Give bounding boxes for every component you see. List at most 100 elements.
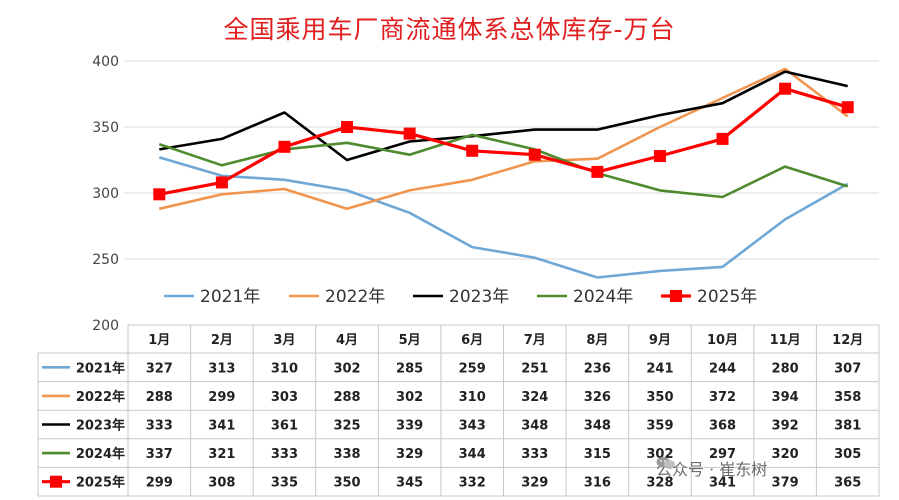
series-line-2024年 xyxy=(158,133,849,199)
legend-label: 2025年 xyxy=(697,287,757,307)
data-point-marker xyxy=(341,121,354,133)
table-cell: 303 xyxy=(271,390,298,405)
table-cell: 310 xyxy=(271,361,298,376)
series-line-2023年 xyxy=(159,70,848,162)
table-cell: 329 xyxy=(396,447,423,462)
table-cell: 392 xyxy=(772,419,799,434)
table-cell: 379 xyxy=(772,476,799,491)
table-cell: 344 xyxy=(459,447,486,462)
data-point-marker xyxy=(466,144,479,157)
table-cell: 307 xyxy=(834,361,861,376)
table-cell: 259 xyxy=(459,361,486,376)
table-cell: 241 xyxy=(646,361,673,376)
watermark: 公众号 · 崔东树 xyxy=(656,456,767,480)
table-cell: 297 xyxy=(709,447,736,462)
table-cell: 343 xyxy=(459,419,486,434)
series-line-2021年 xyxy=(158,156,849,279)
y-tick-label: 300 xyxy=(92,186,119,202)
table-cell: 321 xyxy=(208,447,235,462)
table-cell: 333 xyxy=(521,447,548,462)
table-cell: 244 xyxy=(709,361,736,376)
table-cell: 328 xyxy=(646,476,673,491)
gridlines xyxy=(124,60,879,260)
table-header-cell: 10月 xyxy=(707,333,738,348)
table-cell: 320 xyxy=(772,447,799,462)
wechat-icon xyxy=(656,456,675,469)
table-cell: 302 xyxy=(333,361,360,376)
table-cell: 333 xyxy=(271,447,298,462)
y-tick-label: 250 xyxy=(92,252,119,268)
data-table: 1月 2月 3月 4月 5月 6月 7月 8月 9月 10月 11月 12月 2021年 327 313 31… xyxy=(37,324,880,497)
data-point-marker xyxy=(403,127,416,140)
table-cell: 305 xyxy=(834,447,861,462)
table-cell: 365 xyxy=(834,476,861,491)
legend: 2021年 2022年 2023年 2024年 2025年 xyxy=(164,287,757,307)
table-header-cell: 7月 xyxy=(524,333,546,348)
table-cell: 335 xyxy=(271,476,298,491)
data-point-marker xyxy=(653,150,666,163)
y-tick-label: 200 xyxy=(92,318,119,334)
table-cell: 338 xyxy=(333,447,360,462)
table-header-cell: 4月 xyxy=(336,333,358,348)
table-cell: 251 xyxy=(521,361,548,376)
table-cell: 288 xyxy=(333,390,360,405)
legend-label: 2024年 xyxy=(573,287,633,307)
series-lines xyxy=(153,67,854,279)
table-header-cell: 12月 xyxy=(832,333,863,348)
table-cell: 288 xyxy=(146,390,173,405)
table-header-cell: 9月 xyxy=(649,333,671,348)
table-cell: 394 xyxy=(772,390,799,405)
chart-title: 全国乘用车厂商流通体系总体库存-万台 xyxy=(223,15,676,44)
table-row-marker xyxy=(50,475,62,488)
table-cell: 339 xyxy=(396,419,423,434)
table-cell: 236 xyxy=(584,361,611,376)
table-header-cell: 1月 xyxy=(148,333,170,348)
table-header-cell: 8月 xyxy=(586,333,608,348)
table-row-label: 2022年 xyxy=(76,389,125,405)
table-cell: 324 xyxy=(521,390,548,405)
table-cell: 348 xyxy=(584,419,611,434)
table-cell: 348 xyxy=(521,419,548,434)
legend-label: 2023年 xyxy=(449,287,509,307)
data-point-marker xyxy=(215,176,228,189)
table-header-cell: 5月 xyxy=(399,333,421,348)
table-cell: 299 xyxy=(208,390,235,405)
legend-label: 2022年 xyxy=(325,287,385,307)
y-tick-label: 400 xyxy=(92,54,119,70)
y-tick-label: 350 xyxy=(92,120,119,136)
data-point-marker xyxy=(779,82,792,95)
table-cell: 341 xyxy=(709,476,736,491)
table-cell: 326 xyxy=(584,390,611,405)
table-row-label: 2025年 xyxy=(76,475,125,491)
table-cell: 358 xyxy=(834,390,861,405)
table-cell: 327 xyxy=(146,361,173,376)
data-point-marker xyxy=(591,165,604,178)
table-cell: 308 xyxy=(208,476,235,491)
table-cell: 280 xyxy=(772,361,799,376)
table-row-label: 2021年 xyxy=(76,360,125,376)
table-cell: 316 xyxy=(584,476,611,491)
y-axis: 200 250 300 350 400 xyxy=(92,54,119,334)
table-header-cell: 2月 xyxy=(211,333,233,348)
series-line-2025年 xyxy=(159,87,849,196)
table-cell: 341 xyxy=(208,419,235,434)
table-cell: 337 xyxy=(146,447,173,462)
table-header-cell: 3月 xyxy=(273,333,295,348)
table-cell: 315 xyxy=(584,447,611,462)
legend-marker xyxy=(670,290,682,302)
data-point-marker xyxy=(153,188,166,201)
table-cell: 313 xyxy=(208,361,235,376)
table-cell: 359 xyxy=(646,419,673,434)
table-cell: 310 xyxy=(459,390,486,405)
table-cell: 361 xyxy=(271,419,298,434)
table-cell: 333 xyxy=(146,419,173,434)
table-row-label: 2023年 xyxy=(76,418,125,434)
data-point-marker xyxy=(278,140,291,153)
table-cell: 299 xyxy=(146,476,173,491)
data-point-marker xyxy=(528,148,541,161)
table-cell: 285 xyxy=(396,361,423,376)
table-cell: 332 xyxy=(459,476,486,491)
table-cell: 350 xyxy=(333,476,360,491)
data-point-marker xyxy=(841,101,854,114)
watermark-text: 公众号 · 崔东树 xyxy=(656,460,768,479)
